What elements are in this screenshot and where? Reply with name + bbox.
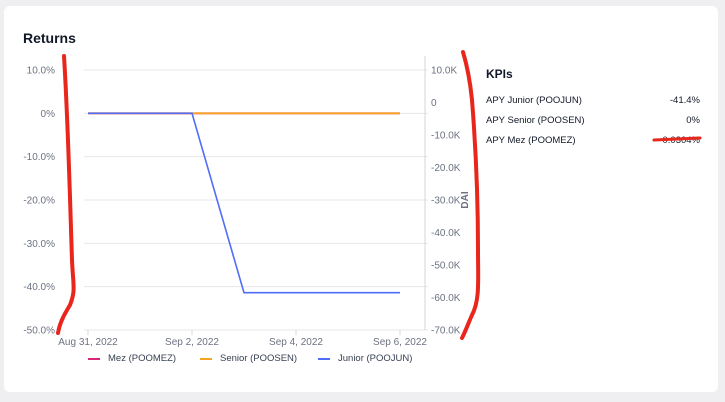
legend-swatch [200, 357, 212, 360]
chart-ticks: 10.0% 0% -10.0% -20.0% -30.0% -40.0% -50.0% 10.… [23, 66, 471, 349]
y2-tick-label: -50.0K [431, 261, 461, 272]
y-tick-label: -20.0% [23, 196, 55, 207]
kpi-title: KPIs [486, 67, 513, 81]
legend-label: Mez (POOMEZ) [108, 353, 177, 364]
series-line-2 [88, 112, 400, 294]
y2-tick-label: -10.0K [431, 131, 461, 142]
y2-tick-label: -40.0K [431, 228, 461, 239]
kpi-row-mez: APY Mez (POOMEZ) 0.0304% [486, 130, 700, 150]
chart-series [88, 112, 400, 294]
x-tick-label: Aug 31, 2022 [58, 337, 118, 348]
chart-grid [84, 69, 428, 331]
x-tick-label: Sep 6, 2022 [373, 337, 427, 348]
y2-tick-label: -30.0K [431, 196, 461, 207]
y2-tick-label: 0 [431, 98, 437, 109]
kpi-value: 0% [686, 114, 700, 126]
legend-item-junior[interactable]: Junior (POOJUN) [318, 353, 412, 364]
y2-axis-title: DAI [460, 191, 471, 208]
y2-tick-label: 10.0K [431, 66, 457, 77]
y-tick-label: -10.0% [23, 152, 55, 163]
y2-tick-label: -70.0K [431, 326, 461, 337]
legend-item-senior[interactable]: Senior (POOSEN) [200, 353, 297, 364]
y-tick-label: 10.0% [27, 66, 55, 77]
y-tick-label: -30.0% [23, 239, 55, 250]
y2-tick-label: -20.0K [431, 163, 461, 174]
card-title: Returns [23, 30, 76, 46]
y-tick-label: -50.0% [23, 326, 55, 337]
legend-swatch [318, 357, 330, 360]
kpi-label: APY Mez (POOMEZ) [486, 134, 576, 146]
kpi-label: APY Senior (POOSEN) [486, 114, 585, 126]
legend-label: Senior (POOSEN) [220, 353, 298, 364]
kpi-value: -41.4% [669, 94, 700, 106]
y-tick-label: 0% [41, 109, 56, 120]
y-tick-label: -40.0% [23, 282, 55, 293]
x-tick-label: Sep 4, 2022 [269, 337, 323, 348]
kpi-row-junior: APY Junior (POOJUN) -41.4% [486, 90, 700, 110]
legend-swatch [88, 357, 100, 360]
kpi-panel: KPIs APY Junior (POOJUN) -41.4% APY Seni… [486, 67, 700, 150]
x-tick-label: Sep 2, 2022 [165, 337, 219, 348]
chart-axes [87, 56, 426, 335]
y2-tick-label: -60.0K [431, 293, 461, 304]
kpi-label: APY Junior (POOJUN) [486, 94, 582, 106]
kpi-row-senior: APY Senior (POOSEN) 0% [486, 110, 700, 130]
legend-label: Junior (POOJUN) [338, 353, 413, 364]
kpi-value: 0.0304% [662, 134, 700, 146]
legend-item-mez[interactable]: Mez (POOMEZ) [88, 353, 176, 364]
